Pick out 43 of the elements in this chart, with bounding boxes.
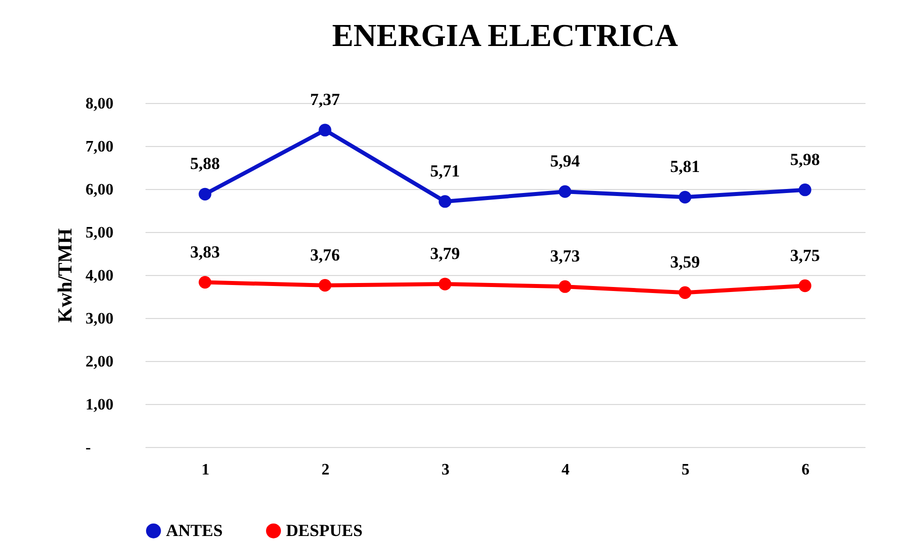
point xyxy=(318,124,332,136)
point xyxy=(798,279,812,292)
y-tick-label: 4,00 xyxy=(86,268,114,284)
data-label: 3,76 xyxy=(310,245,340,264)
data-label: 3,73 xyxy=(550,246,580,266)
y-tick-label: - xyxy=(86,440,91,456)
y-tick-label: 5,00 xyxy=(86,224,114,242)
chart-title: ENERGIA ELECTRICA xyxy=(332,17,678,54)
y-axis-title: Kwh/TMH xyxy=(54,228,76,323)
y-tick-label: 1,00 xyxy=(86,396,114,414)
data-label: 5,98 xyxy=(790,150,820,169)
data-label: 7,37 xyxy=(310,90,340,110)
point xyxy=(558,280,572,293)
x-tick-label: 6 xyxy=(802,462,810,478)
y-tick-label: 6,00 xyxy=(86,182,114,198)
point xyxy=(438,278,452,290)
x-tick-label: 1 xyxy=(202,462,210,478)
point xyxy=(678,286,692,299)
x-tick-label: 4 xyxy=(562,462,570,478)
y-tick-label: 3,00 xyxy=(86,310,114,328)
legend-label: ANTES xyxy=(166,520,223,540)
point xyxy=(798,184,812,196)
x-tick-label: 2 xyxy=(322,462,330,478)
point xyxy=(198,188,212,200)
point xyxy=(558,185,572,198)
data-label: 5,71 xyxy=(430,161,460,180)
data-label: 5,94 xyxy=(550,152,580,171)
data-label: 5,81 xyxy=(670,157,700,176)
y-tick-label: 7,00 xyxy=(86,138,114,156)
y-tick-label: 2,00 xyxy=(86,354,114,370)
legend-label: DESPUES xyxy=(286,520,363,540)
data-label: 3,83 xyxy=(190,242,220,262)
data-label: 3,75 xyxy=(790,246,820,265)
point xyxy=(318,279,332,292)
point xyxy=(678,190,692,204)
y-tick-label: 8,00 xyxy=(86,96,114,112)
point xyxy=(438,195,452,208)
data-label: 5,88 xyxy=(190,154,220,174)
data-label: 3,79 xyxy=(430,244,460,264)
x-tick-label: 3 xyxy=(442,462,450,478)
data-label: 3,59 xyxy=(670,252,700,272)
x-tick-label: 5 xyxy=(682,462,690,478)
point xyxy=(198,276,212,289)
